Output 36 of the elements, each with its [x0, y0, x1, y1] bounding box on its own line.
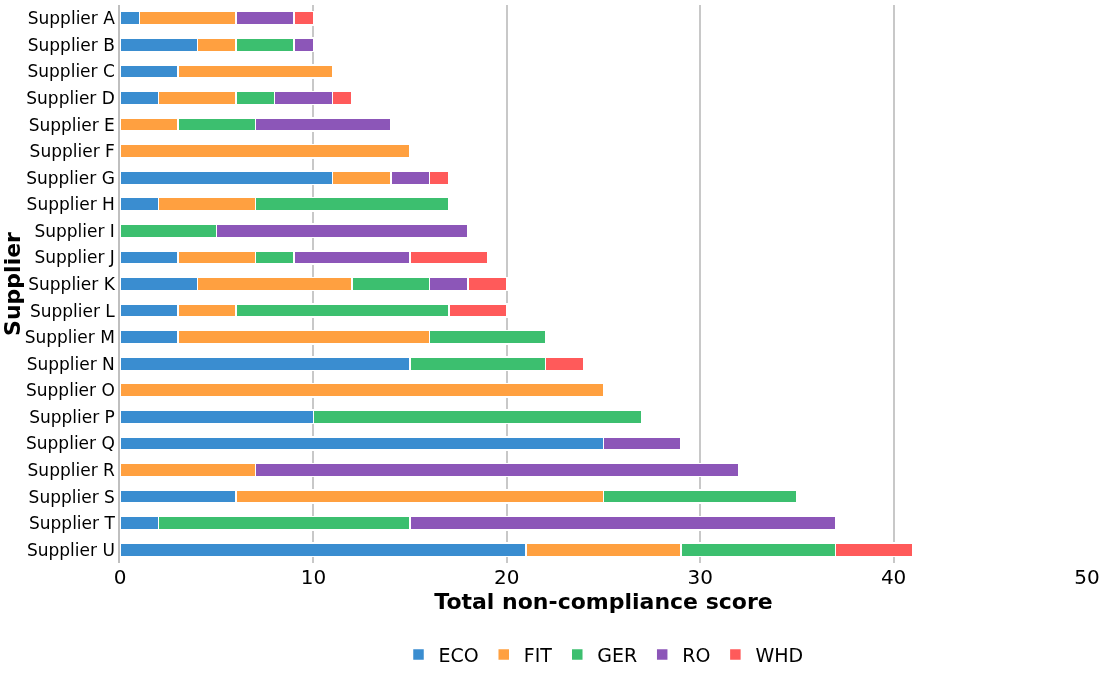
y-tick-label: Supplier N: [26, 353, 115, 374]
bar: [120, 382, 605, 398]
y-tick-label: Supplier C: [27, 61, 115, 82]
bar: [120, 143, 411, 159]
x-axis-title: Total non-compliance score: [434, 589, 773, 614]
x-tick-label: 20: [494, 565, 520, 589]
y-tick-label: Supplier P: [29, 406, 115, 427]
y-tick-label: Supplier G: [26, 167, 115, 188]
y-axis-title: Supplier: [0, 231, 25, 336]
y-tick-label: Supplier F: [29, 141, 115, 162]
y-tick-label: Supplier E: [28, 114, 115, 135]
legend-label: ECO: [438, 643, 479, 666]
y-tick-label: Supplier A: [27, 8, 116, 29]
x-tick-label: 0: [113, 565, 127, 589]
y-tick-label: Supplier T: [29, 513, 116, 534]
legend-label: RO: [682, 643, 711, 666]
y-tick-label: Supplier J: [34, 247, 115, 268]
y-tick-label: Supplier H: [26, 194, 115, 215]
y-tick-label: Supplier L: [29, 300, 116, 321]
y-tick-label: Supplier O: [26, 380, 115, 401]
x-tick-label: 40: [880, 565, 907, 589]
y-tick-label: Supplier I: [34, 220, 115, 241]
y-tick-label: Supplier B: [27, 34, 115, 55]
y-tick-label: Supplier M: [24, 327, 115, 348]
legend-label: WHD: [755, 643, 804, 666]
legend-label: FIT: [523, 643, 553, 666]
y-tick-label: Supplier D: [26, 87, 115, 108]
x-tick-label: 10: [300, 565, 327, 589]
y-tick-label: Supplier R: [27, 459, 116, 480]
x-tick-label: 30: [687, 565, 713, 589]
y-tick-label: Supplier S: [28, 486, 115, 507]
y-tick-label: Supplier K: [28, 273, 116, 294]
y-tick-label: Supplier U: [26, 539, 115, 560]
legend-label: GER: [597, 643, 638, 666]
x-tick-label: 50: [1074, 565, 1100, 589]
y-tick-label: Supplier Q: [26, 433, 115, 454]
